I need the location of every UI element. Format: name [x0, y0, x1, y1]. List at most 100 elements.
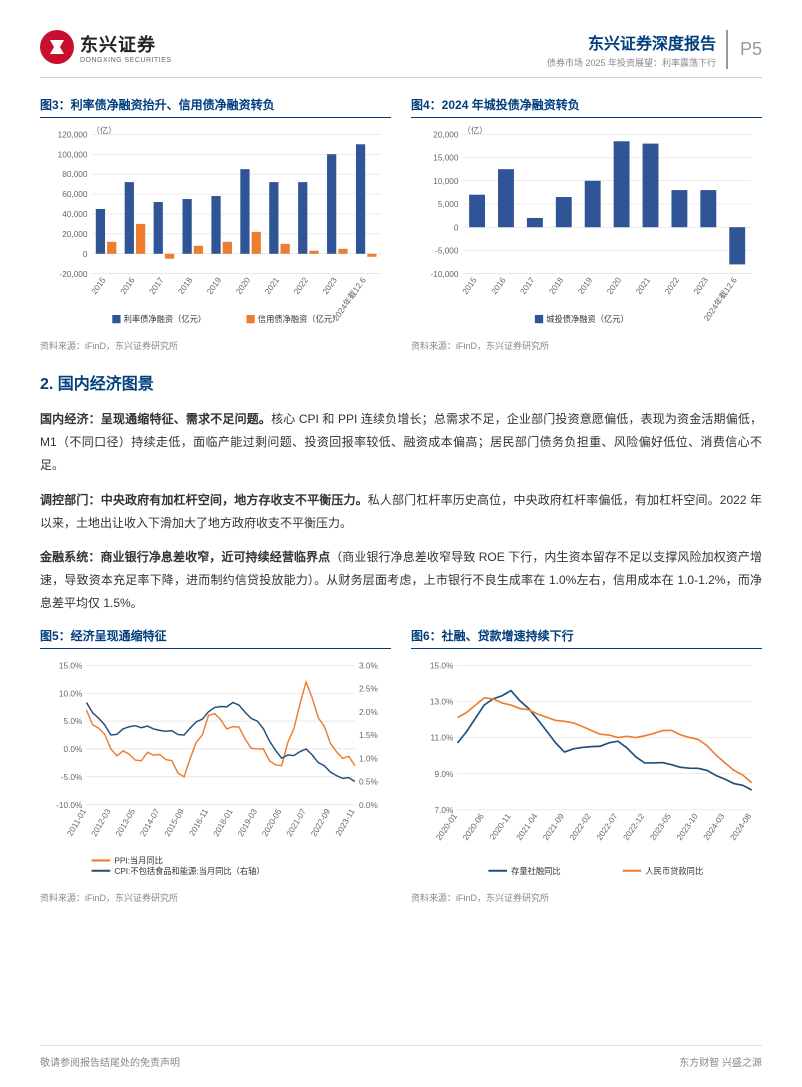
svg-text:10.0%: 10.0%: [59, 689, 83, 698]
chart5-source: 资料来源：iFinD，东兴证券研究所: [40, 891, 391, 904]
chart5-title: 图5：经济呈现通缩特征: [40, 627, 391, 649]
svg-text:2022: 2022: [663, 276, 681, 297]
chart4-canvas: （亿）-10,000-5,00005,00010,00015,00020,000…: [411, 124, 762, 330]
footer-motto: 东方财智 兴盛之源: [679, 1054, 762, 1069]
paragraph-2: 调控部门：中央政府有加杠杆空间，地方存收支不平衡压力。私人部门杠杆率历史高位，中…: [40, 489, 762, 535]
svg-text:80,000: 80,000: [62, 170, 88, 179]
svg-text:2.0%: 2.0%: [359, 708, 378, 717]
svg-text:2022: 2022: [292, 276, 310, 297]
chart6-source: 资料来源：iFinD，东兴证券研究所: [411, 891, 762, 904]
svg-text:信用债净融资（亿元）: 信用债净融资（亿元）: [258, 314, 341, 324]
svg-text:2012-03: 2012-03: [90, 807, 113, 838]
svg-text:2021-04: 2021-04: [515, 812, 540, 842]
svg-text:40,000: 40,000: [62, 210, 88, 219]
svg-text:2018: 2018: [548, 276, 566, 297]
svg-text:2020-05: 2020-05: [260, 807, 283, 838]
svg-text:15.0%: 15.0%: [59, 661, 83, 670]
svg-text:2021-09: 2021-09: [541, 812, 566, 842]
svg-text:2021: 2021: [634, 276, 652, 297]
svg-text:2022-12: 2022-12: [622, 812, 647, 842]
svg-text:存量社融同比: 存量社融同比: [511, 866, 561, 876]
svg-text:2023-10: 2023-10: [675, 812, 700, 842]
svg-text:2018: 2018: [177, 276, 195, 297]
svg-text:20,000: 20,000: [433, 130, 459, 139]
svg-text:2024-03: 2024-03: [702, 812, 727, 842]
svg-text:0.0%: 0.0%: [64, 745, 83, 754]
svg-text:-20,000: -20,000: [60, 270, 88, 279]
svg-text:11.0%: 11.0%: [431, 734, 454, 743]
svg-text:（亿）: （亿）: [92, 125, 117, 135]
chart3-box: 图3：利率债净融资抬升、信用债净融资转负 （亿）-20,000020,00040…: [40, 96, 391, 352]
logo-block: 东兴证券 DONGXING SECURITIES: [40, 30, 172, 64]
svg-text:2020-11: 2020-11: [488, 812, 513, 842]
para2-lead: 调控部门：中央政府有加杠杆空间，地方存收支不平衡压力。: [40, 493, 368, 507]
svg-text:-5,000: -5,000: [435, 247, 459, 256]
chart6-canvas: 7.0%9.0%11.0%13.0%15.0%2020-012020-06202…: [411, 655, 762, 882]
svg-text:2021-07: 2021-07: [285, 807, 308, 838]
footer-disclaimer: 敬请参阅报告结尾处的免责声明: [40, 1054, 180, 1069]
svg-text:2024-08: 2024-08: [729, 812, 754, 842]
svg-text:2022-02: 2022-02: [568, 812, 593, 842]
svg-text:13.0%: 13.0%: [430, 697, 454, 706]
para1-lead: 国内经济：呈现通缩特征、需求不足问题。: [40, 412, 271, 426]
svg-text:2015: 2015: [461, 276, 479, 297]
svg-text:利率债净融资（亿元）: 利率债净融资（亿元）: [124, 314, 207, 324]
svg-text:9.0%: 9.0%: [435, 770, 454, 779]
svg-text:2016: 2016: [119, 276, 137, 297]
svg-text:2013-05: 2013-05: [114, 807, 137, 838]
svg-text:5,000: 5,000: [438, 200, 459, 209]
paragraph-3: 金融系统：商业银行净息差收窄，近可持续经营临界点（商业银行净息差收窄导致 ROE…: [40, 546, 762, 614]
logo-text-en: DONGXING SECURITIES: [80, 57, 172, 64]
svg-text:2020: 2020: [234, 276, 252, 297]
chart3-canvas: （亿）-20,000020,00040,00060,00080,000100,0…: [40, 124, 391, 330]
svg-text:（亿）: （亿）: [463, 125, 488, 135]
svg-text:0.0%: 0.0%: [359, 801, 378, 810]
svg-text:0: 0: [454, 223, 459, 232]
chart5-canvas: -10.0%-5.0%0.0%5.0%10.0%15.0%0.0%0.5%1.0…: [40, 655, 391, 882]
svg-text:2017: 2017: [519, 276, 537, 297]
svg-text:CPI:不包括食品和能源:当月同比（右轴）: CPI:不包括食品和能源:当月同比（右轴）: [114, 866, 264, 876]
svg-text:120,000: 120,000: [58, 130, 88, 139]
svg-text:3.0%: 3.0%: [359, 661, 378, 670]
svg-text:15,000: 15,000: [433, 154, 459, 163]
svg-text:2020-01: 2020-01: [434, 812, 459, 842]
svg-text:2018-01: 2018-01: [212, 807, 235, 838]
svg-text:20,000: 20,000: [62, 230, 88, 239]
svg-text:10,000: 10,000: [433, 177, 459, 186]
svg-text:60,000: 60,000: [62, 190, 88, 199]
svg-text:15.0%: 15.0%: [430, 661, 454, 670]
svg-text:1.5%: 1.5%: [359, 731, 378, 740]
svg-text:-5.0%: -5.0%: [61, 773, 83, 782]
svg-text:2019: 2019: [205, 276, 223, 297]
svg-text:2015: 2015: [90, 276, 108, 297]
chart5-box: 图5：经济呈现通缩特征 -10.0%-5.0%0.0%5.0%10.0%15.0…: [40, 627, 391, 904]
chart6-box: 图6：社融、贷款增速持续下行 7.0%9.0%11.0%13.0%15.0%20…: [411, 627, 762, 904]
svg-text:2019: 2019: [576, 276, 594, 297]
header-right: 东兴证券深度报告 债券市场 2025 年投资展望：利率震荡下行 P5: [547, 30, 762, 69]
svg-text:2023-11: 2023-11: [334, 807, 357, 838]
logo-text-cn: 东兴证券: [80, 31, 172, 57]
para3-lead: 金融系统：商业银行净息差收窄，近可持续经营临界点: [40, 550, 330, 564]
charts-row-bottom: 图5：经济呈现通缩特征 -10.0%-5.0%0.0%5.0%10.0%15.0…: [40, 627, 762, 904]
chart6-title: 图6：社融、贷款增速持续下行: [411, 627, 762, 649]
logo-icon: [40, 30, 74, 64]
svg-text:0.5%: 0.5%: [359, 777, 378, 786]
svg-text:2016: 2016: [490, 276, 508, 297]
page-footer: 敬请参阅报告结尾处的免责声明 东方财智 兴盛之源: [40, 1045, 762, 1069]
svg-text:2023: 2023: [692, 276, 710, 297]
svg-text:2022-09: 2022-09: [309, 807, 332, 838]
svg-text:2019-03: 2019-03: [236, 807, 259, 838]
report-subtitle: 债券市场 2025 年投资展望：利率震荡下行: [547, 56, 716, 69]
svg-text:2020-06: 2020-06: [461, 812, 486, 842]
chart4-source: 资料来源：iFinD，东兴证券研究所: [411, 339, 762, 352]
chart4-box: 图4：2024 年城投债净融资转负 （亿）-10,000-5,00005,000…: [411, 96, 762, 352]
svg-text:2023-05: 2023-05: [648, 812, 673, 842]
svg-text:2014-07: 2014-07: [138, 807, 161, 838]
section-title: 2. 国内经济图景: [40, 370, 762, 394]
svg-text:2022-07: 2022-07: [595, 812, 620, 842]
chart4-title: 图4：2024 年城投债净融资转负: [411, 96, 762, 118]
report-title: 东兴证券深度报告: [547, 30, 716, 54]
svg-text:2020: 2020: [605, 276, 623, 297]
paragraph-1: 国内经济：呈现通缩特征、需求不足问题。核心 CPI 和 PPI 连续负增长；总需…: [40, 408, 762, 476]
svg-text:2011-01: 2011-01: [66, 807, 89, 838]
